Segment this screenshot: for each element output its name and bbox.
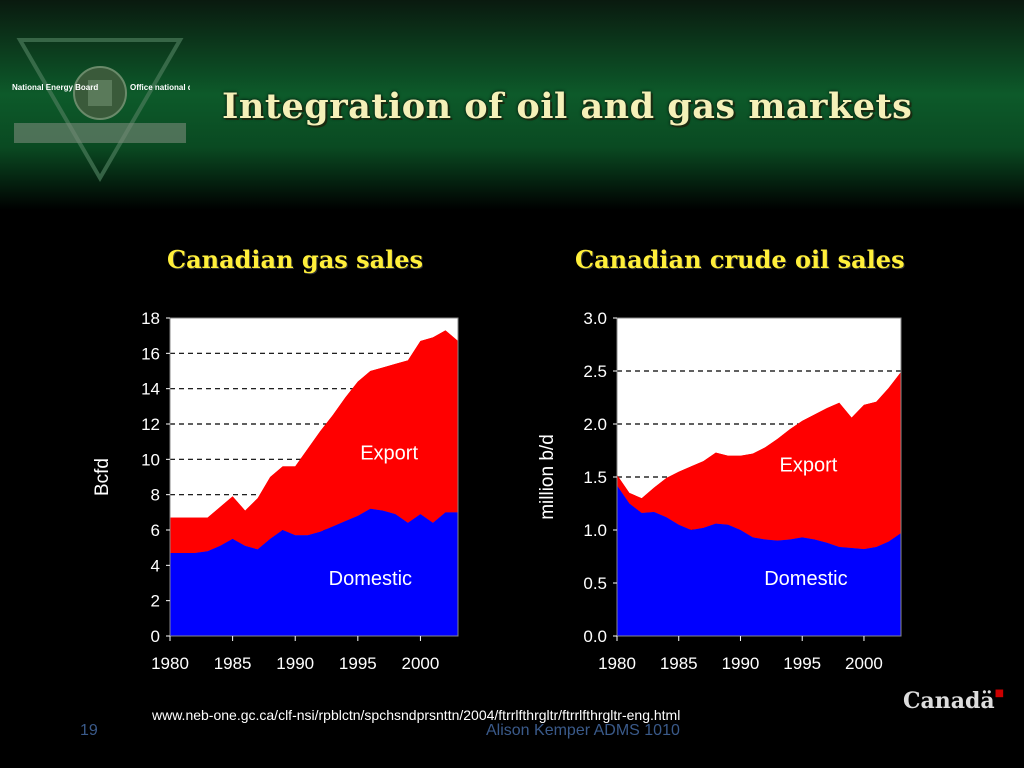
domestic-area-fill xyxy=(617,485,901,636)
slide-title: Integration of oil and gas markets xyxy=(222,86,913,127)
y-tick-label: 6 xyxy=(151,521,160,540)
y-tick-label: 18 xyxy=(141,309,160,328)
y-axis-label: million b/d xyxy=(537,434,558,520)
slide-header: National Energy Board Office national de… xyxy=(0,0,1024,210)
y-tick-label: 1.5 xyxy=(583,468,607,487)
export-area-fill xyxy=(617,372,901,550)
y-tick-label: 2.5 xyxy=(583,362,607,381)
x-tick-label: 2000 xyxy=(402,654,440,673)
y-axis-label: Bcfd xyxy=(92,458,113,496)
x-tick-label: 2000 xyxy=(845,654,883,673)
y-tick-label: 16 xyxy=(141,344,160,363)
y-tick-label: 0.0 xyxy=(583,627,607,646)
x-tick-label: 1985 xyxy=(214,654,252,673)
x-tick-label: 1995 xyxy=(783,654,821,673)
domestic-area-fill xyxy=(170,508,458,636)
export-series-label: Export xyxy=(779,455,837,477)
y-tick-label: 1.0 xyxy=(583,521,607,540)
export-series-label: Export xyxy=(360,442,418,464)
gas-chart-title: Canadian gas sales xyxy=(167,245,424,274)
author-credit: Alison Kemper ADMS 1010 xyxy=(486,722,680,739)
export-area-fill xyxy=(170,330,458,553)
x-tick-label: 1985 xyxy=(660,654,698,673)
oil-chart-title: Canadian crude oil sales xyxy=(575,245,905,274)
y-tick-label: 4 xyxy=(151,556,160,575)
y-tick-label: 12 xyxy=(141,415,160,434)
domestic-series-label: Domestic xyxy=(329,568,412,590)
y-tick-label: 2.0 xyxy=(583,415,607,434)
y-tick-label: 10 xyxy=(141,450,160,469)
y-tick-label: 0.5 xyxy=(583,574,607,593)
y-tick-label: 14 xyxy=(141,380,160,399)
canada-wordmark: Canadä■ xyxy=(903,688,1005,714)
x-tick-label: 1990 xyxy=(276,654,314,673)
plot-border xyxy=(169,317,459,637)
domestic-series-label: Domestic xyxy=(764,568,847,590)
x-tick-label: 1980 xyxy=(151,654,189,673)
source-url[interactable]: www.neb-one.gc.ca/clf-nsi/rpblctn/spchsn… xyxy=(152,707,681,723)
x-tick-label: 1995 xyxy=(339,654,377,673)
x-tick-label: 1990 xyxy=(722,654,760,673)
y-tick-label: 3.0 xyxy=(583,309,607,328)
logo-left-text: National Energy Board xyxy=(12,83,98,92)
y-tick-label: 0 xyxy=(151,627,160,646)
slide-number: 19 xyxy=(80,722,98,739)
y-tick-label: 2 xyxy=(151,592,160,611)
x-tick-label: 1980 xyxy=(598,654,636,673)
neb-logo: National Energy Board Office national de… xyxy=(12,38,190,182)
logo-right-text: Office national de l'énergie xyxy=(130,83,190,92)
y-tick-label: 8 xyxy=(151,486,160,505)
